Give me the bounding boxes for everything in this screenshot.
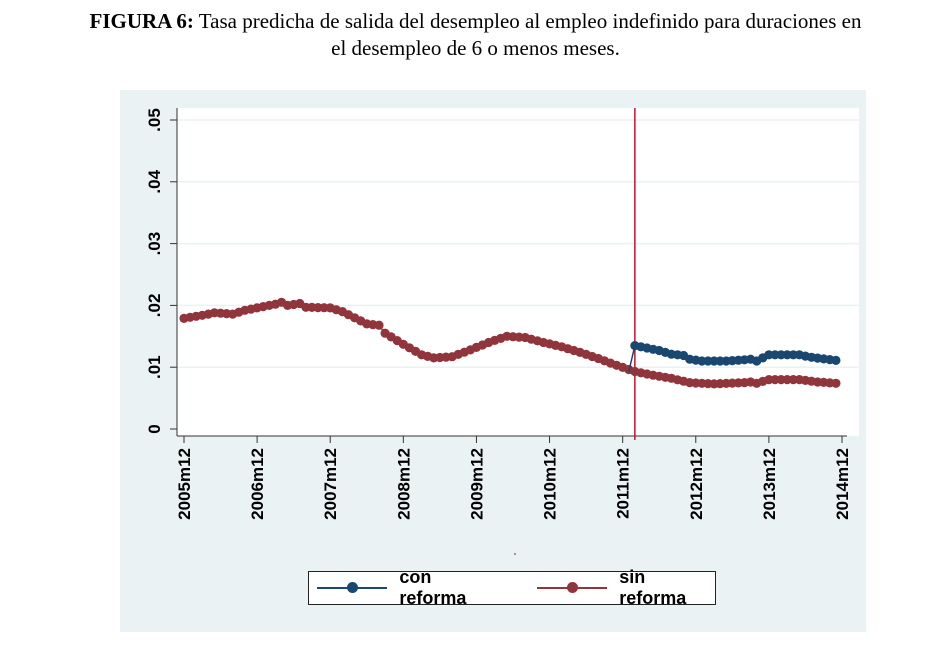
legend-item-sin-reforma: sin reforma: [536, 567, 715, 609]
x-tick-label: 2010m12: [541, 448, 560, 520]
x-tick-label: 2008m12: [394, 448, 413, 520]
y-tick-label: .03: [145, 232, 164, 256]
circle-marker-icon: [347, 582, 358, 593]
x-axis: 2005m12 2006m12 2007m12 2008m12 2009m12 2010m…: [175, 435, 852, 520]
data-point: [831, 378, 841, 388]
x-tick-label: 2007m12: [321, 448, 340, 520]
y-tick-label: 0: [145, 424, 164, 433]
stray-dot: [514, 553, 516, 555]
y-tick-label: .02: [145, 294, 164, 318]
legend-key-sin-reforma: [536, 580, 608, 596]
caption-line-1: FIGURA 6: Tasa predicha de salida del de…: [0, 8, 951, 35]
legend-item-con-reforma: con reforma: [317, 567, 501, 609]
y-tick-label: .04: [145, 169, 164, 193]
y-tick-label: .05: [145, 108, 164, 132]
legend-key-con-reforma: [317, 580, 388, 596]
data-point: [374, 320, 384, 330]
caption-line-2: el desempleo de 6 o menos meses.: [331, 36, 620, 60]
x-tick-label: 2005m12: [175, 448, 194, 520]
y-axis: 0 .01 .02 .03 .04 .05: [145, 108, 178, 436]
series-sin-reforma: [179, 297, 841, 389]
circle-marker-icon: [566, 582, 578, 593]
caption-text-1: Tasa predicha de salida del desempleo al…: [193, 9, 862, 33]
data-point: [831, 355, 841, 365]
x-tick-label: 2014m12: [833, 448, 852, 520]
figure-caption: FIGURA 6: Tasa predicha de salida del de…: [0, 8, 951, 62]
x-tick-label: 2012m12: [687, 448, 706, 520]
series-con-reforma: [628, 341, 841, 372]
x-tick-label: 2013m12: [760, 448, 779, 520]
legend-label-sin-reforma: sin reforma: [619, 567, 687, 608]
y-tick-label: .01: [145, 355, 164, 379]
legend-label-con-reforma: con reforma: [399, 567, 467, 608]
caption-label: FIGURA 6:: [89, 9, 194, 33]
series-group: [179, 297, 841, 389]
legend: con reforma sin reforma: [308, 567, 716, 608]
x-tick-label: 2011m12: [614, 448, 633, 519]
x-tick-label: 2006m12: [248, 448, 267, 520]
x-tick-label: 2009m12: [467, 448, 486, 520]
